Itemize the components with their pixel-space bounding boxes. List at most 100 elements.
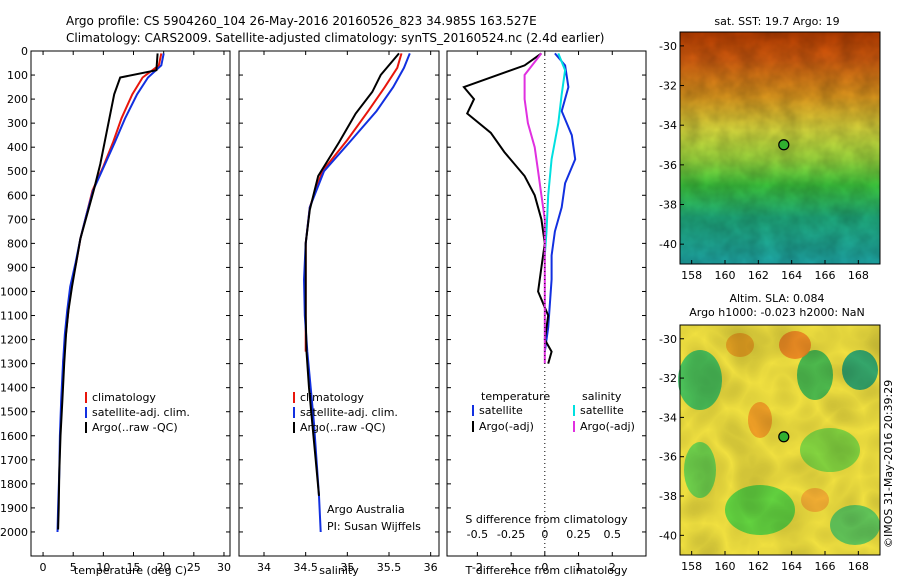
map-x-tick-label: 168: [848, 560, 869, 573]
map-y-tick-label: -32: [659, 372, 677, 385]
x-tick-label: 0: [40, 561, 47, 574]
y-tick-label: 700: [7, 213, 28, 226]
map-y-tick-label: -30: [659, 333, 677, 346]
x-tick-label: -2: [472, 561, 483, 574]
map-y-tick-label: -40: [659, 238, 677, 251]
legend-title-temperature: temperature: [481, 390, 550, 403]
series-line-temperature-argo-adj-: [462, 52, 553, 364]
legend-label: satellite-adj. clim.: [300, 406, 398, 419]
series-line-salinity-satellite: [543, 53, 567, 256]
legend-label: satellite: [580, 404, 624, 417]
sst-map-panel: sat. SST: 19.7 Argo: 19 158 160 162 164 166 1…: [659, 15, 881, 282]
sla-map-panel: Altim. SLA: 0.084 Argo h1000: -0.023 h20…: [659, 292, 881, 573]
x-tick-label: -1: [506, 561, 517, 574]
y-tick-label: 800: [7, 237, 28, 250]
map-x-tick-label: 158: [681, 560, 702, 573]
map-x-tick-label: 168: [848, 269, 869, 282]
map-y-tick-label: -34: [659, 119, 677, 132]
x-tick-label-top: 0.25: [566, 528, 591, 541]
y-tick-label: 400: [7, 141, 28, 154]
x-tick-label-top: 0: [541, 528, 548, 541]
y-tick-label: 100: [7, 69, 28, 82]
sst-map-title: sat. SST: 19.7 Argo: 19: [714, 15, 839, 28]
x-tick-label: 34: [257, 561, 271, 574]
map-x-tick-label: 166: [815, 269, 836, 282]
salinity-panel: 34 34.5 35 35.5 36 salinity climatology satelli…: [238, 50, 440, 577]
annotation-line-2: PI: Susan Wijffels: [327, 520, 421, 533]
timestamp-stamp: ©IMOS 31-May-2016 20:39:29: [882, 380, 895, 548]
series-group: [462, 52, 577, 364]
y-tick-label: 200: [7, 93, 28, 106]
map-x-tick-label: 164: [781, 560, 802, 573]
plot-frame: [30, 50, 231, 557]
y-tick-label: 1300: [0, 358, 28, 371]
plot-frame: [238, 50, 440, 557]
y-tick-label: 1400: [0, 382, 28, 395]
sla-map-title: Altim. SLA: 0.084: [729, 292, 824, 305]
legend-label: climatology: [92, 391, 156, 404]
argo-float-marker: [778, 431, 790, 443]
x-axis-label-top: S difference from climatology: [465, 513, 628, 526]
map-y-tick-label: -40: [659, 529, 677, 542]
x-tick-label: 15: [127, 561, 141, 574]
map-x-tick-label: 158: [681, 269, 702, 282]
series-line-salinity-argo-adj-: [523, 52, 546, 364]
map-x-tick-label: 162: [748, 269, 769, 282]
legend-label: climatology: [300, 391, 364, 404]
sla-map-subtitle: Argo h1000: -0.023 h2000: NaN: [689, 306, 865, 319]
legend-title-salinity: salinity: [582, 390, 622, 403]
x-tick-label: 1: [575, 561, 582, 574]
series-line-temperature-satellite: [543, 52, 577, 352]
x-tick-label: 34.5: [293, 561, 318, 574]
sla-map-axes: 158 160 162 164 166 168 -30 -32 -34 -36 -38 -40: [659, 333, 869, 573]
y-tick-label: 300: [7, 117, 28, 130]
x-tick-label: 25: [187, 561, 201, 574]
x-tick-label: 5: [70, 561, 77, 574]
difference-panel: -2 -1 0 1 2T difference from climatology S di…: [446, 50, 647, 577]
map-x-tick-label: 160: [715, 560, 736, 573]
map-x-tick-label: 166: [815, 560, 836, 573]
x-tick-label: 2: [609, 561, 616, 574]
series-line-argo-raw-qc-: [57, 53, 159, 530]
plot-frame: [446, 50, 647, 557]
x-tick-label: 35.5: [377, 561, 402, 574]
sla-map-frame: [679, 324, 881, 556]
temperature-panel: 0 5 10 15 20 25 300100200300400500600700800900…: [0, 45, 231, 577]
map-y-tick-label: -36: [659, 159, 677, 172]
y-tick-label: 1200: [0, 334, 28, 347]
x-tick-label-top: -0.25: [497, 528, 525, 541]
series-group: [302, 52, 411, 533]
y-tick-label: 600: [7, 189, 28, 202]
map-x-tick-label: 164: [781, 269, 802, 282]
legend-label: Argo(-adj): [580, 420, 635, 433]
y-tick-label: 900: [7, 261, 28, 274]
sst-map-frame: [679, 31, 881, 265]
argo-float-marker: [778, 139, 790, 151]
x-tick-label-top: -0.5: [467, 528, 488, 541]
legend-label: Argo(..raw -QC): [92, 421, 178, 434]
y-tick-label: 1900: [0, 502, 28, 515]
x-axis-label: salinity: [319, 564, 359, 577]
map-x-tick-label: 162: [748, 560, 769, 573]
legend-label: satellite: [479, 404, 523, 417]
map-y-tick-label: -30: [659, 40, 677, 53]
x-tick-label: 0: [541, 561, 548, 574]
map-y-tick-label: -34: [659, 411, 677, 424]
x-tick-label: 10: [96, 561, 110, 574]
y-tick-label: 1000: [0, 285, 28, 298]
x-tick-label: 20: [157, 561, 171, 574]
y-tick-label: 500: [7, 165, 28, 178]
y-tick-label: 2000: [0, 526, 28, 539]
annotation-line-1: Argo Australia: [327, 503, 405, 516]
map-y-tick-label: -38: [659, 199, 677, 212]
sst-map-axes: 158 160 162 164 166 168 -30 -32 -34 -36 -38 -40: [659, 40, 869, 282]
map-y-tick-label: -38: [659, 490, 677, 503]
legend-label: satellite-adj. clim.: [92, 406, 190, 419]
y-tick-label: 0: [21, 45, 28, 58]
map-x-tick-label: 160: [715, 269, 736, 282]
header-title-line-1: Argo profile: CS 5904260_104 26-May-2016…: [66, 14, 537, 28]
y-tick-label: 1600: [0, 430, 28, 443]
legend-label: Argo(-adj): [479, 420, 534, 433]
y-tick-label: 1700: [0, 454, 28, 467]
